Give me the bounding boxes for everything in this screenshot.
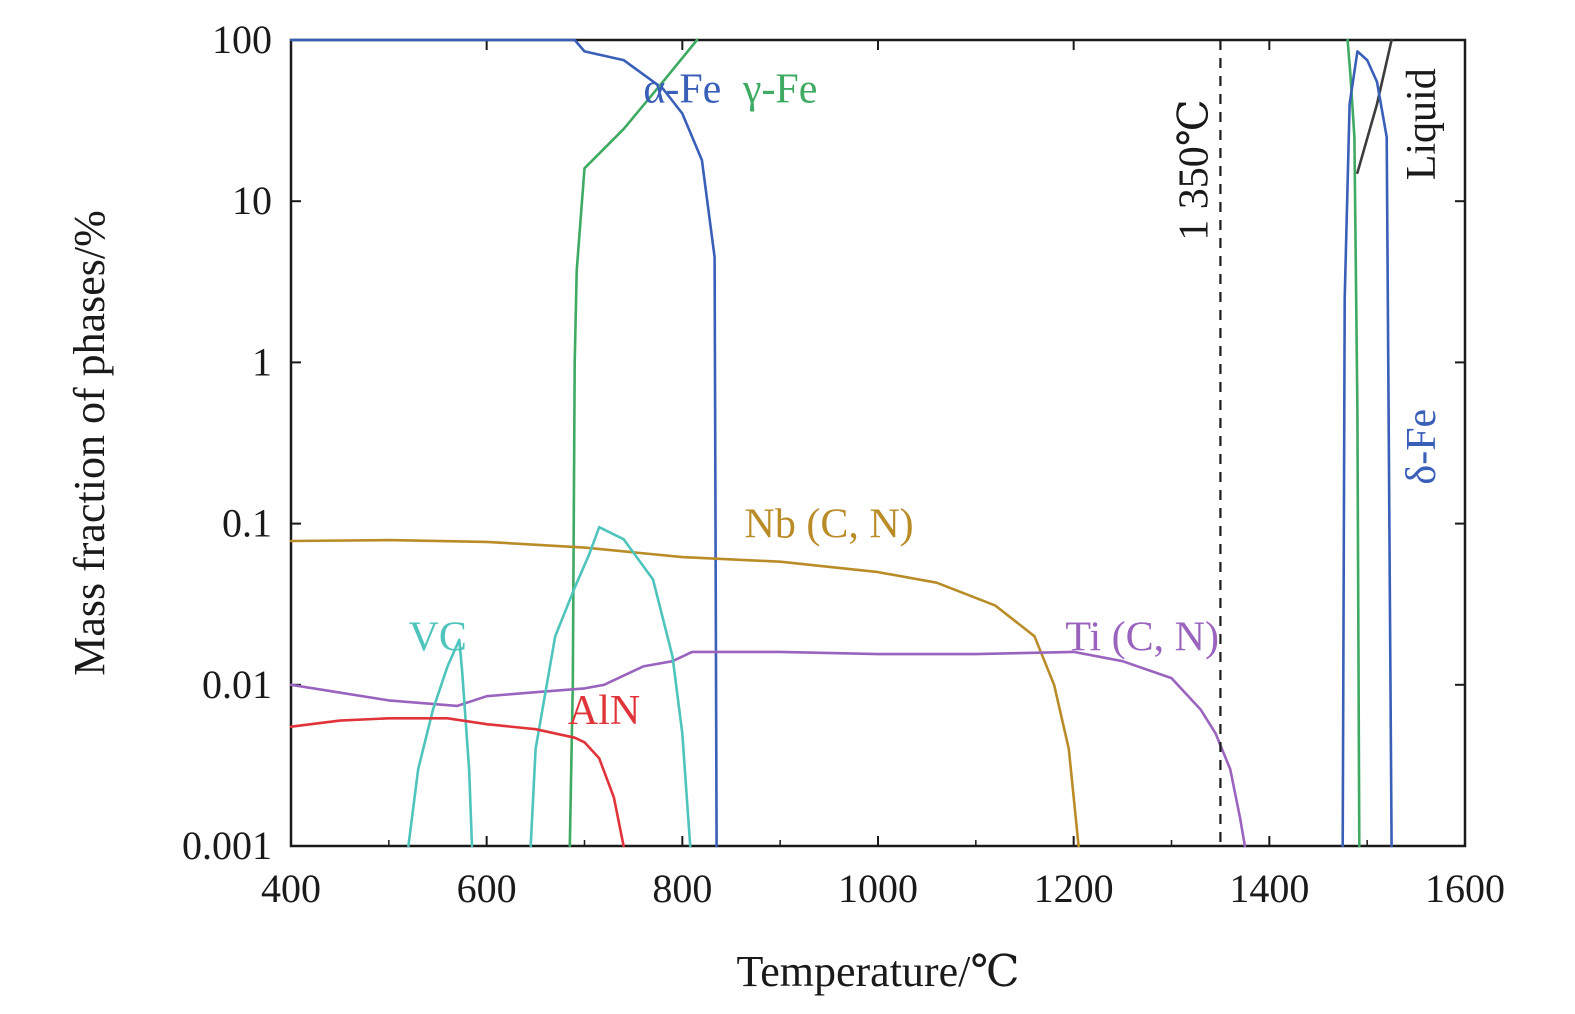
x-tick-label: 800 xyxy=(652,866,712,911)
series-line-nb-c-n xyxy=(289,538,1080,848)
series-line-alpha-fe xyxy=(289,38,718,848)
x-tick-label: 1600 xyxy=(1425,866,1505,911)
label-delta-fe: δ-Fe xyxy=(1399,409,1445,485)
y-tick-label: 0.001 xyxy=(182,823,272,868)
label-ti-c-n: Ti (C, N) xyxy=(1065,614,1219,660)
label-nb-c-n: Nb (C, N) xyxy=(745,502,914,548)
label-gamma-fe: γ-Fe xyxy=(742,67,818,113)
x-tick-label: 600 xyxy=(457,866,517,911)
series-line-gamma-fe xyxy=(1346,38,1361,848)
annotation-layer: 1 350℃ xyxy=(1171,40,1222,846)
y-tick-label: 0.1 xyxy=(222,501,272,546)
x-tick-label: 1200 xyxy=(1034,866,1114,911)
y-tick-label: 100 xyxy=(212,17,272,62)
x-axis-ticks: 400 600 800 1000 1200 1400 1600 xyxy=(261,40,1505,911)
y-tick-label: 10 xyxy=(232,178,272,223)
label-vc: VC xyxy=(409,614,467,660)
series-line-liquid xyxy=(1356,38,1393,175)
label-layer: α-Fe γ-Fe Liquid δ-Fe Nb (C, N) Ti (C, N) VC Al… xyxy=(409,67,1445,734)
y-axis-title: Mass fraction of phases/% xyxy=(65,210,114,676)
y-axis-ticks: 0.001 0.01 0.1 1 10 100 xyxy=(182,17,1465,868)
series-line-vc xyxy=(407,638,474,848)
label-liquid: Liquid xyxy=(1399,68,1445,180)
label-alpha-fe: α-Fe xyxy=(643,67,721,113)
x-tick-label: 1000 xyxy=(838,866,918,911)
x-axis-title: Temperature/℃ xyxy=(736,947,1019,996)
series-line-aln xyxy=(289,717,625,848)
label-aln: AlN xyxy=(568,688,640,734)
series-line-gamma-fe xyxy=(568,38,699,848)
series-line-ti-c-n xyxy=(289,650,1247,848)
y-tick-label: 1 xyxy=(252,339,272,384)
reference-line-label: 1 350℃ xyxy=(1171,99,1217,240)
series-line-vc xyxy=(529,525,692,848)
series-layer xyxy=(289,38,1393,848)
x-tick-label: 400 xyxy=(261,866,321,911)
x-tick-label: 1400 xyxy=(1229,866,1309,911)
series-line-delta-fe xyxy=(1341,50,1393,848)
y-tick-label: 0.01 xyxy=(202,662,272,707)
